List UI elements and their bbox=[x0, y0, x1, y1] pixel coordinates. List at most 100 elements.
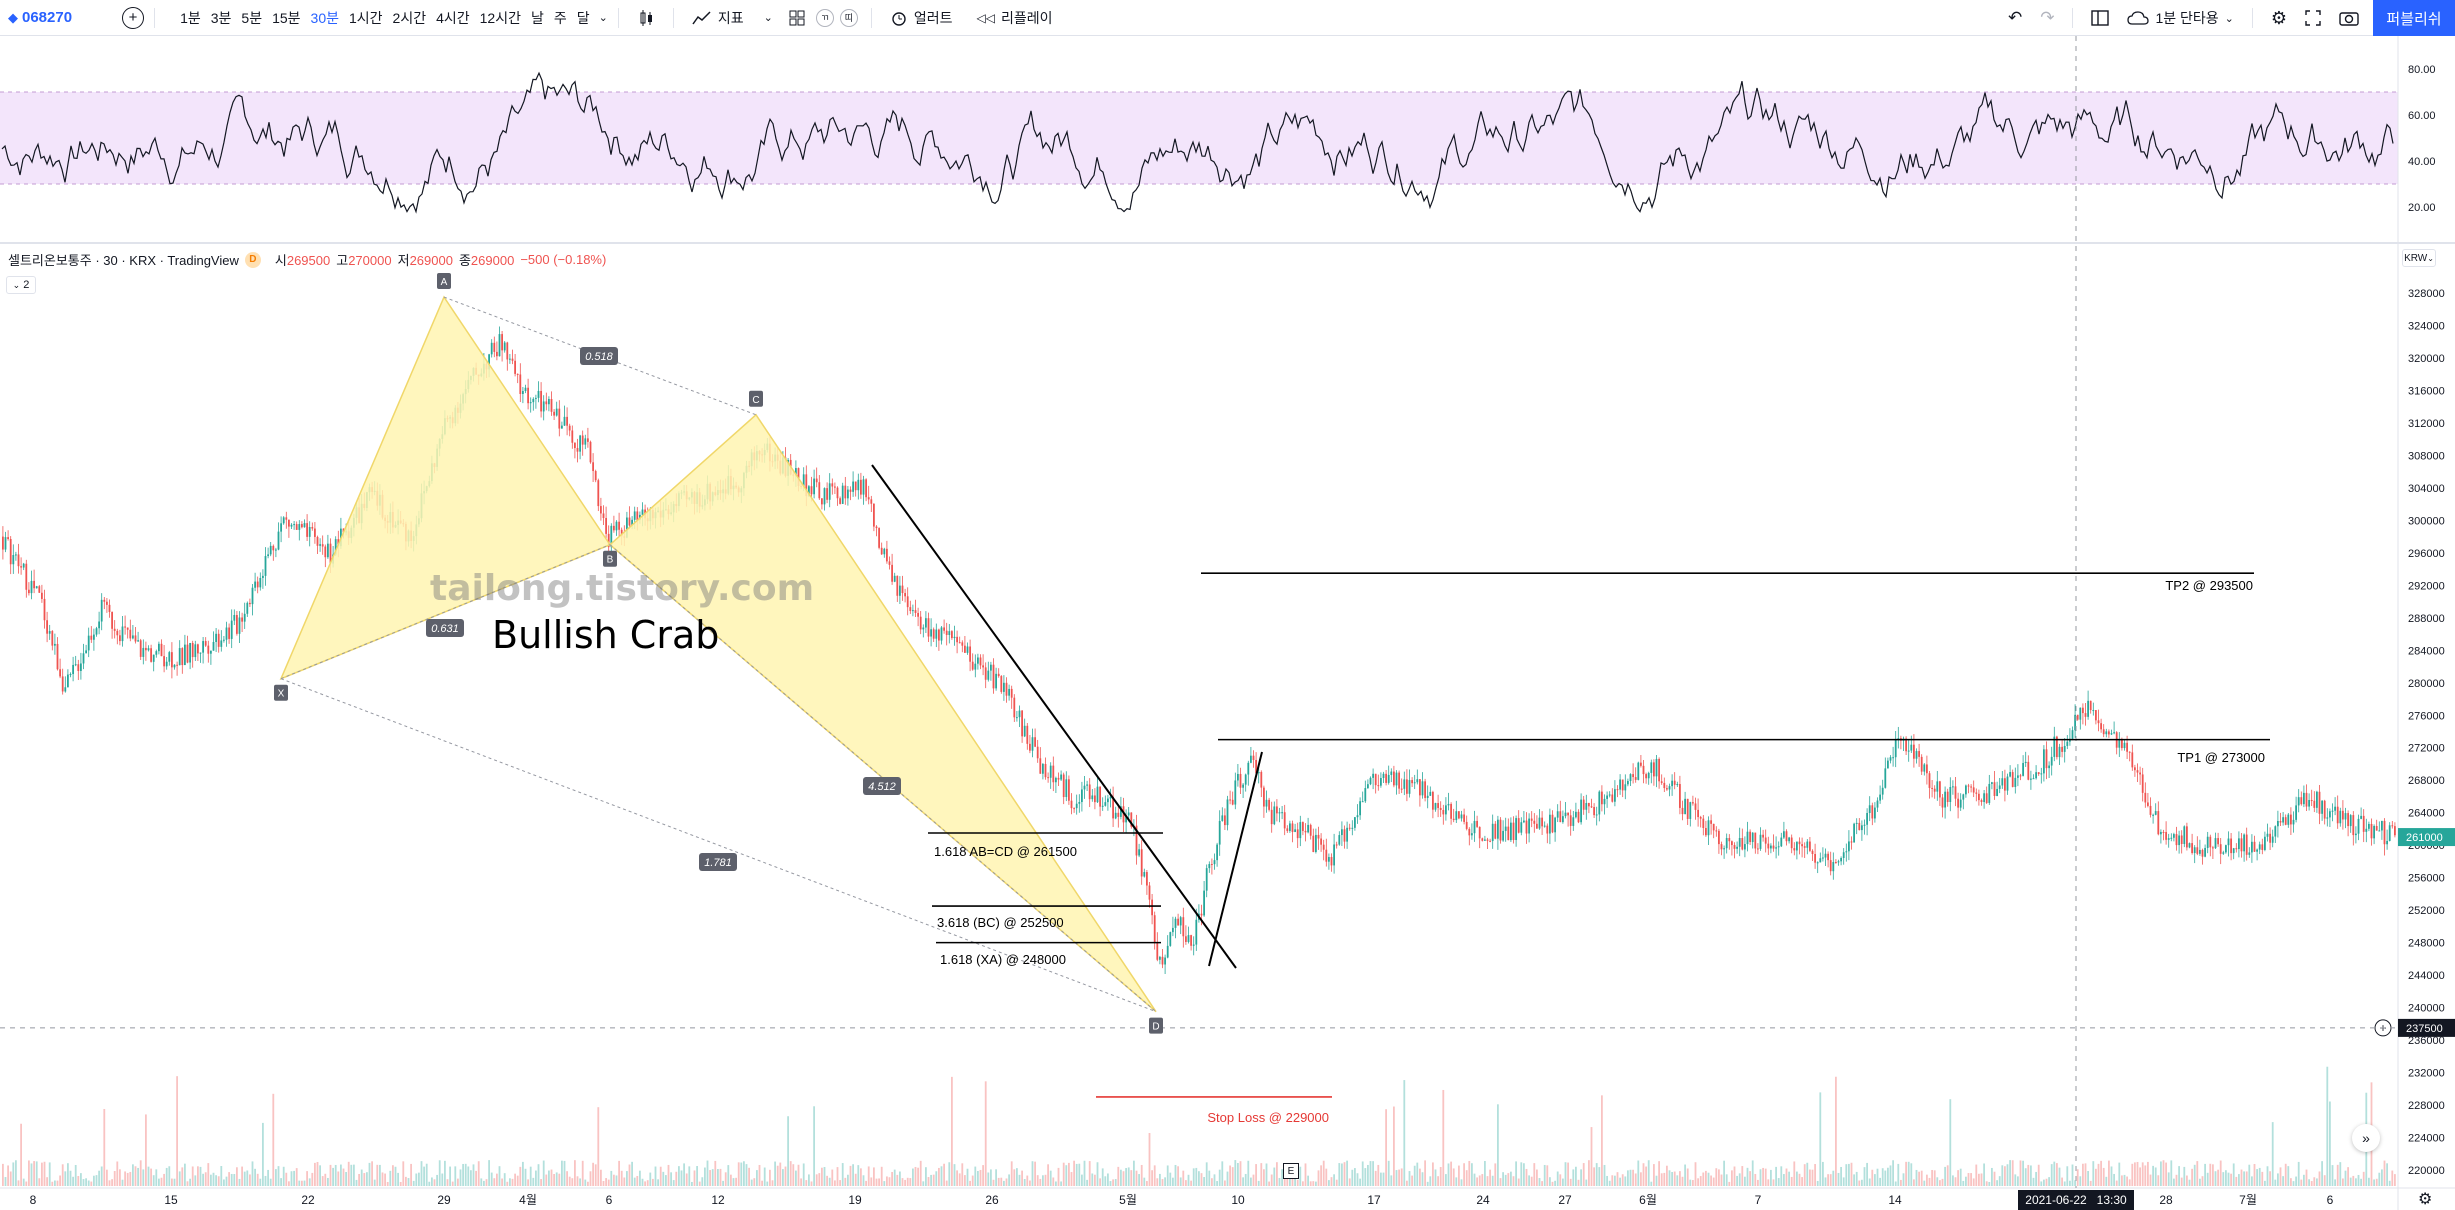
publish-button[interactable]: 퍼블리쉬 bbox=[2373, 0, 2455, 36]
top-toolbar: ◆ 068270 + 1분 3분 5분 15분 30분 1시간 2시간 4시간 12시간 날 주 달 … bbox=[0, 0, 2455, 36]
templates-button[interactable] bbox=[781, 10, 813, 26]
candle-body bbox=[1998, 785, 2001, 789]
alert-button[interactable]: 얼러트 bbox=[882, 8, 961, 28]
volume-bar bbox=[2004, 1166, 2006, 1186]
volume-bar bbox=[132, 1164, 134, 1186]
interval-9[interactable]: 날 bbox=[530, 9, 544, 26]
fullscreen-icon[interactable] bbox=[2305, 10, 2321, 26]
scroll-to-realtime-icon[interactable]: » bbox=[2352, 1124, 2380, 1152]
camera-icon[interactable] bbox=[2339, 10, 2359, 26]
earnings-marker[interactable]: E bbox=[1283, 1163, 1299, 1179]
candle-body bbox=[509, 358, 511, 360]
volume-bar bbox=[839, 1180, 841, 1186]
candle-body bbox=[1138, 849, 1140, 856]
interval-6[interactable]: 2시간 bbox=[392, 9, 427, 26]
volume-bar bbox=[2336, 1164, 2339, 1186]
interval-10[interactable]: 주 bbox=[553, 9, 567, 26]
candle-body bbox=[1221, 815, 1224, 821]
candle-body bbox=[1018, 710, 1021, 718]
volume-bar bbox=[225, 1176, 228, 1186]
candle-body bbox=[1036, 746, 1039, 759]
legend-title[interactable]: 셀트리온보통주 · 30 · KRX · TradingView bbox=[8, 253, 239, 268]
candle-body bbox=[1819, 858, 1822, 863]
volume-bar bbox=[667, 1164, 670, 1186]
volume-bar bbox=[2290, 1178, 2292, 1186]
candle-body bbox=[490, 342, 493, 355]
candle-body bbox=[1551, 814, 1554, 833]
chevron-down-icon[interactable]: ⌄ bbox=[598, 12, 608, 24]
candle-body bbox=[1931, 787, 1933, 789]
volume-bar bbox=[2144, 1165, 2147, 1186]
candle-body bbox=[1398, 772, 1400, 789]
volume-bar bbox=[251, 1161, 254, 1186]
indicators-button[interactable]: 지표 ⌄ bbox=[684, 8, 781, 28]
volume-bar bbox=[1549, 1177, 1551, 1186]
interval-11[interactable]: 달 bbox=[576, 9, 590, 26]
candle-body bbox=[1255, 759, 1257, 774]
replay-button[interactable]: ◁◁ 리플레이 bbox=[968, 8, 1060, 28]
candle-body bbox=[1889, 757, 1892, 761]
gear-icon[interactable]: ⚙ bbox=[2418, 1191, 2433, 1208]
interval-0[interactable]: 1분 bbox=[180, 9, 201, 26]
layout-split-icon[interactable] bbox=[2091, 10, 2110, 26]
quick-button-1[interactable]: ㄲ bbox=[815, 8, 834, 27]
interval-7[interactable]: 4시간 bbox=[436, 9, 470, 26]
quick-button-2[interactable]: 띠 bbox=[839, 8, 858, 27]
price-axis-label: 328000 bbox=[2408, 288, 2445, 300]
symbol-search[interactable]: 068270 bbox=[22, 9, 73, 26]
volume-bar bbox=[2386, 1163, 2388, 1186]
interval-5[interactable]: 1시간 bbox=[348, 9, 383, 26]
volume-bar bbox=[9, 1171, 12, 1186]
gear-icon[interactable]: ⚙ bbox=[2270, 7, 2287, 28]
volume-bar bbox=[100, 1166, 103, 1186]
candle-body bbox=[1187, 935, 1190, 942]
volume-bar bbox=[2383, 1160, 2386, 1186]
candle-body bbox=[1434, 803, 1437, 810]
candle-body bbox=[262, 575, 264, 578]
candle-body bbox=[1767, 843, 1770, 849]
interval-8[interactable]: 12시간 bbox=[479, 9, 521, 26]
volume-bar bbox=[519, 1166, 522, 1186]
volume-bar bbox=[1221, 1161, 1224, 1186]
volume-bar bbox=[2279, 1167, 2282, 1186]
candle-body bbox=[1549, 814, 1551, 834]
volume-bar bbox=[888, 1177, 891, 1186]
volume-bar bbox=[1783, 1174, 1785, 1186]
candle-type-button[interactable] bbox=[629, 9, 663, 27]
candle-body bbox=[2188, 843, 2191, 848]
candle-body bbox=[610, 525, 613, 548]
candle-body bbox=[1881, 787, 1884, 795]
chart-canvas[interactable]: 80.0060.0040.0020.0032800032400032000031… bbox=[0, 36, 2455, 1210]
volume-bar bbox=[1127, 1167, 1130, 1186]
undo-icon[interactable]: ↶ bbox=[2007, 8, 2023, 27]
layout-save-button[interactable]: 1분 단타용 ⌄ bbox=[2127, 8, 2234, 28]
volume-bar bbox=[1421, 1172, 1424, 1186]
volume-bar bbox=[678, 1166, 680, 1186]
candle-body bbox=[1697, 809, 1699, 818]
legend-open: 시269500 bbox=[274, 253, 331, 268]
interval-2[interactable]: 5분 bbox=[241, 9, 263, 26]
volume-bar bbox=[867, 1166, 870, 1186]
currency-selector[interactable]: KRW ⌄ bbox=[2402, 249, 2436, 267]
legend-collapse-button[interactable]: ⌄ 2 bbox=[6, 276, 36, 294]
compare-add-icon[interactable]: + bbox=[122, 6, 145, 29]
interval-3[interactable]: 15분 bbox=[272, 9, 301, 26]
volume-bar bbox=[1224, 1180, 1226, 1186]
candle-body bbox=[852, 481, 854, 492]
layout-name: 1분 단타용 bbox=[2155, 10, 2219, 26]
volume-bar bbox=[758, 1164, 761, 1186]
redo-icon[interactable]: ↷ bbox=[2040, 8, 2055, 27]
volume-bar bbox=[345, 1171, 347, 1186]
interval-4[interactable]: 30분 bbox=[310, 9, 339, 26]
interval-1[interactable]: 3분 bbox=[210, 9, 232, 26]
candle-body bbox=[1868, 805, 1871, 813]
candle-body bbox=[1107, 798, 1109, 803]
candle-body bbox=[815, 478, 818, 483]
volume-bar bbox=[2149, 1174, 2152, 1186]
candle-body bbox=[587, 438, 589, 442]
volume-bar bbox=[347, 1161, 350, 1186]
volume-bar bbox=[2084, 1163, 2087, 1186]
candle-body bbox=[2100, 723, 2102, 730]
candle-body bbox=[2282, 817, 2284, 823]
volume-bar bbox=[2191, 1168, 2193, 1186]
